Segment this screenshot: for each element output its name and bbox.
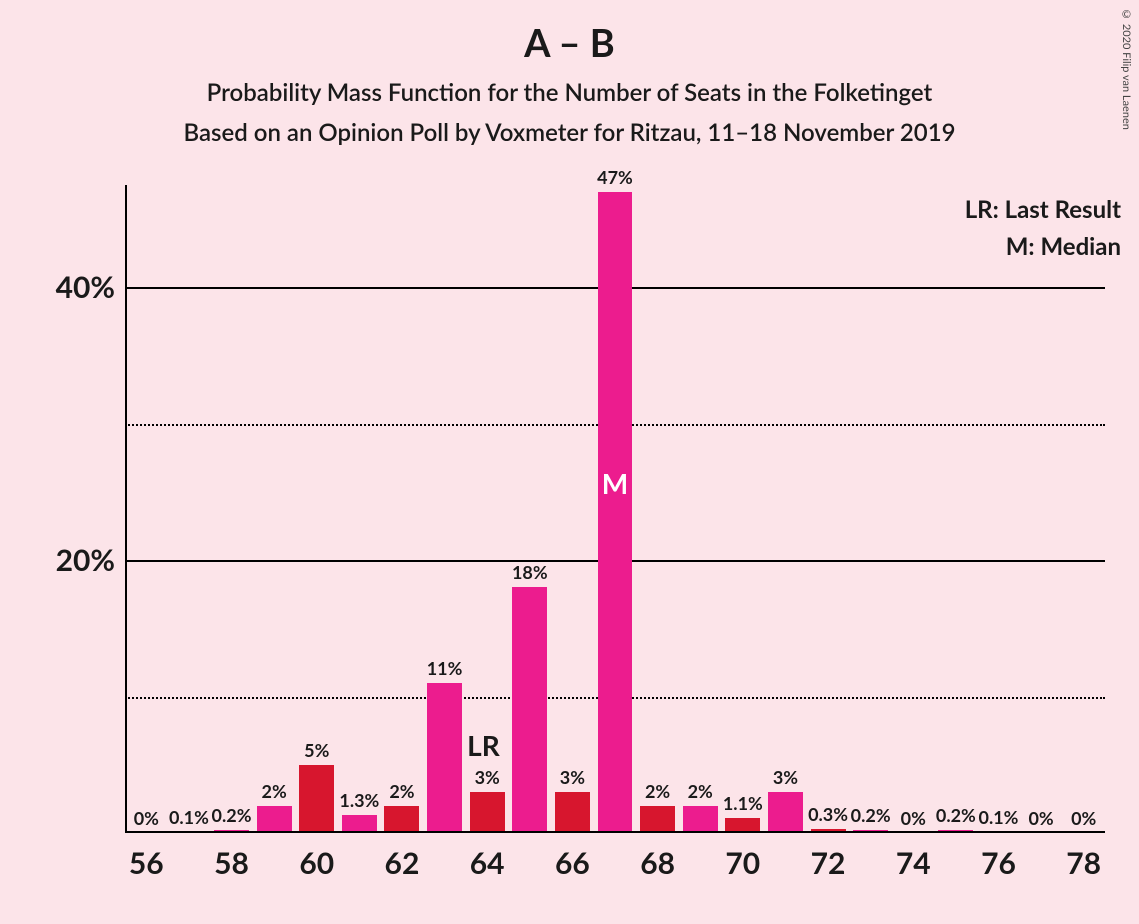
xtick-label: 64 [470,833,505,881]
bar-value-label: 3% [560,766,585,792]
xtick-label: 72 [811,833,846,881]
bar-value-label: 2% [688,780,713,806]
bar-value-label: 11% [427,657,463,683]
bar: 5% [299,765,334,833]
xtick-label: 56 [129,833,164,881]
bar: 18% [512,587,547,833]
ytick-label: 40% [56,269,125,305]
bar: 2% [257,806,292,833]
bar: 47%M [598,192,633,833]
bar-value-label: 0% [901,807,926,833]
bar: 3% [768,792,803,833]
bar-value-label: 0.1% [169,806,209,832]
xtick-label: 78 [1066,833,1101,881]
y-axis-line [125,185,127,833]
bar-value-label: 2% [262,780,287,806]
bar: 11% [427,683,462,833]
bar-value-label: 3% [475,766,500,792]
bar: 3% [555,792,590,833]
xtick-label: 70 [725,833,760,881]
xtick-label: 58 [214,833,249,881]
bar-value-label: 0% [1071,807,1096,833]
bar-value-label: 47% [597,166,633,192]
bar-value-label: 1.3% [339,789,379,815]
bar-value-label: 2% [645,780,670,806]
chart-plot-area: 20%40%0%0.1%0.2%2%5%1.3%2%11%3%LR18%3%47… [125,185,1105,833]
bar-value-label: 0% [134,807,159,833]
bar-value-label: 0.2% [851,804,891,830]
median-marker: M [602,466,628,500]
bar-value-label: 0.1% [979,806,1019,832]
xtick-label: 66 [555,833,590,881]
chart-subtitle-2: Based on an Opinion Poll by Voxmeter for… [0,118,1139,147]
bar-value-label: 0.2% [936,804,976,830]
xtick-label: 76 [981,833,1016,881]
xtick-label: 60 [299,833,334,881]
chart-subtitle-1: Probability Mass Function for the Number… [0,78,1139,107]
x-axis-line [125,831,1105,833]
bar-value-label: 3% [773,766,798,792]
bar: 2% [640,806,675,833]
ytick-label: 20% [56,542,125,578]
xtick-label: 62 [385,833,420,881]
bar-value-label: 5% [304,739,329,765]
bar: 2% [384,806,419,833]
bar: 3% [470,792,505,833]
bar: 2% [683,806,718,833]
bar-value-label: 1.1% [723,792,763,818]
bar-value-label: 2% [389,780,414,806]
copyright-text: © 2020 Filip van Laenen [1120,8,1133,130]
bar-value-label: 0.2% [212,804,252,830]
bar-value-label: 0% [1028,807,1053,833]
xtick-label: 68 [640,833,675,881]
xtick-label: 74 [896,833,931,881]
last-result-marker: LR [467,728,500,762]
bar-value-label: 18% [512,561,548,587]
chart-title: A – B [0,20,1139,66]
bar-value-label: 0.3% [808,803,848,829]
